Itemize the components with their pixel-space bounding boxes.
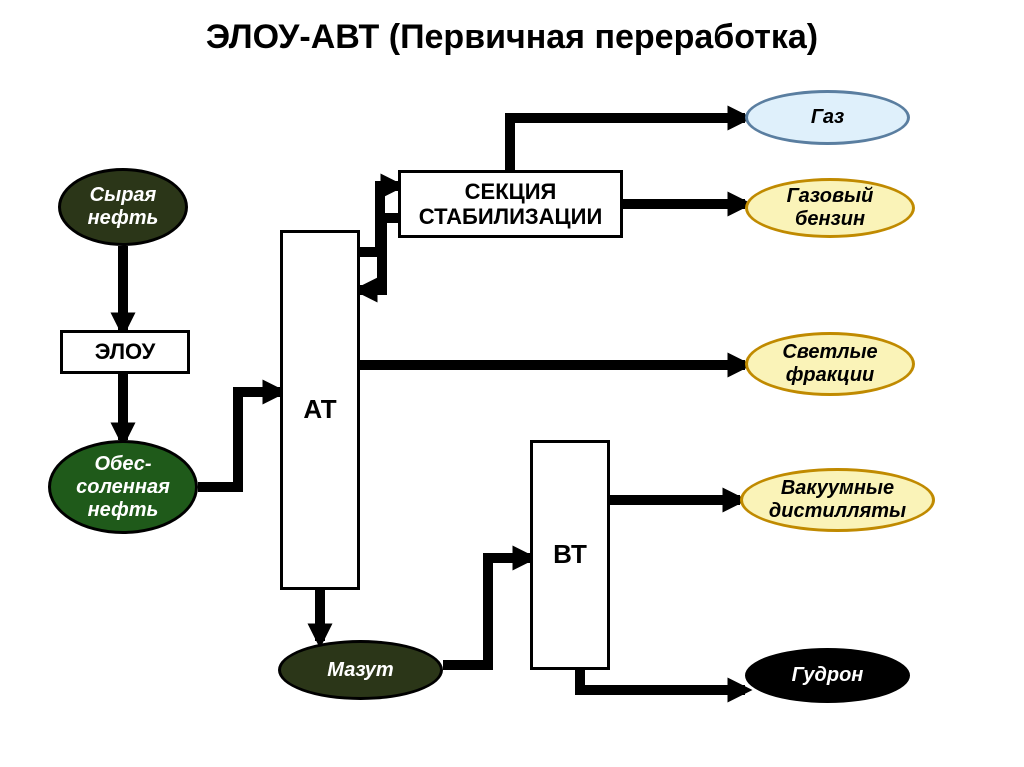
node-gas_benz: Газовый бензин — [745, 178, 915, 238]
arrow-at-to-stab — [360, 186, 398, 252]
arrow-mazut-to-vt — [443, 558, 530, 665]
arrow-vt-to-gudron — [580, 670, 745, 690]
arrow-desalted-to-at — [198, 392, 280, 487]
node-stab: СЕКЦИЯ СТАБИЛИЗАЦИИ — [398, 170, 623, 238]
diagram-title: ЭЛОУ-АВТ (Первичная переработка) — [0, 18, 1024, 57]
node-light: Светлые фракции — [745, 332, 915, 396]
node-mazut: Мазут — [278, 640, 443, 700]
node-elou: ЭЛОУ — [60, 330, 190, 374]
arrow-stab-to-gas — [510, 118, 745, 170]
node-vt: ВТ — [530, 440, 610, 670]
arrow-stab-to-at — [360, 218, 398, 290]
node-crude: Сырая нефть — [58, 168, 188, 246]
diagram-canvas: ЭЛОУ-АВТ (Первичная переработка) Сырая н… — [0, 0, 1024, 767]
node-desalted: Обес- соленная нефть — [48, 440, 198, 534]
node-gas: Газ — [745, 90, 910, 145]
node-vac: Вакуумные дистилляты — [740, 468, 935, 532]
node-at: АТ — [280, 230, 360, 590]
node-gudron: Гудрон — [745, 648, 910, 703]
